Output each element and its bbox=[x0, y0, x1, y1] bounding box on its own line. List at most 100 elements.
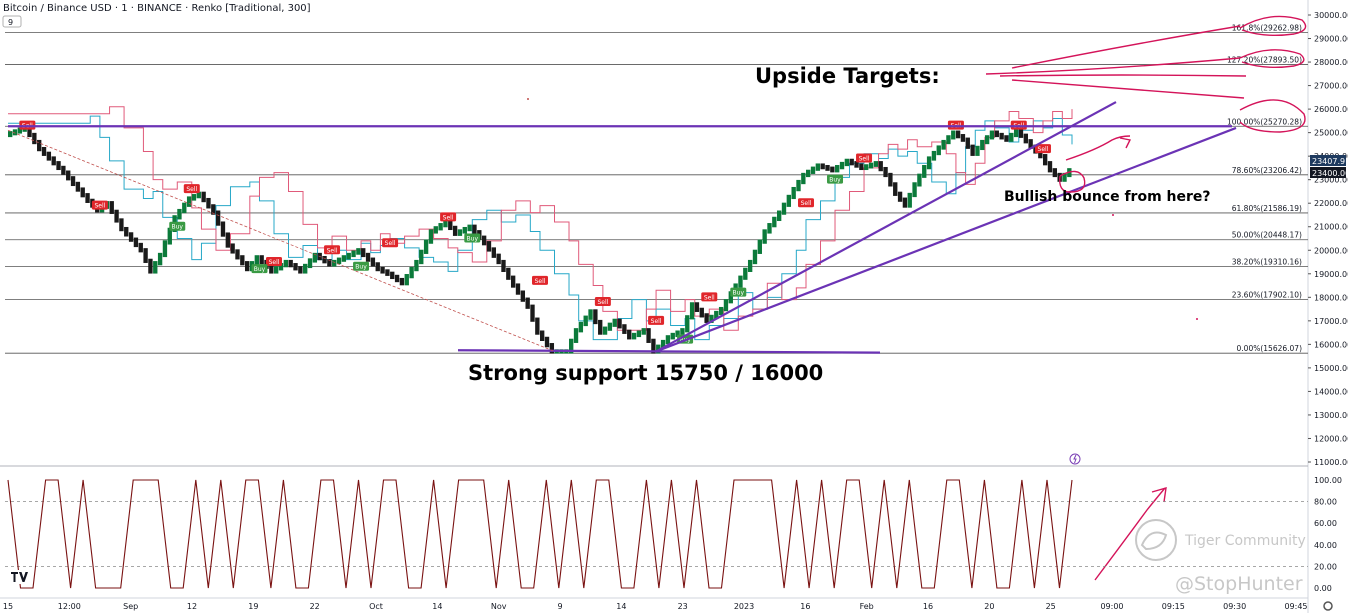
indicator-count: 9 bbox=[8, 18, 13, 27]
up-brick bbox=[414, 259, 419, 272]
up-brick bbox=[665, 335, 671, 345]
up-brick bbox=[607, 322, 613, 331]
oscillator-tick-label: 40.00 bbox=[1314, 541, 1337, 550]
up-brick bbox=[781, 202, 787, 215]
up-brick bbox=[714, 310, 719, 320]
down-brick bbox=[646, 328, 651, 343]
price-tick-label: 15000.00 bbox=[1314, 364, 1348, 373]
sell-signal-label: Sell bbox=[385, 240, 396, 247]
target-arrow-2 bbox=[985, 57, 1241, 75]
down-brick bbox=[225, 232, 230, 248]
time-tick-label: 16 bbox=[800, 602, 810, 611]
up-brick bbox=[1013, 128, 1019, 138]
up-brick bbox=[12, 129, 18, 136]
oscillator-arrow bbox=[1094, 487, 1167, 581]
up-brick bbox=[791, 186, 796, 200]
buy-signal bbox=[464, 233, 481, 243]
up-brick bbox=[438, 223, 443, 231]
up-brick bbox=[428, 229, 434, 244]
down-brick bbox=[593, 309, 598, 325]
watermark-community: Tiger Community bbox=[1184, 533, 1306, 549]
up-brick bbox=[689, 302, 695, 320]
price-tick-label: 11000.00 bbox=[1314, 458, 1348, 467]
sell-signal bbox=[1034, 144, 1051, 154]
time-tick-label: Sep bbox=[123, 602, 138, 611]
price-grid bbox=[0, 0, 1309, 613]
up-brick bbox=[641, 328, 646, 335]
down-brick bbox=[244, 261, 250, 272]
alert-icon[interactable] bbox=[1069, 453, 1081, 465]
up-brick bbox=[583, 315, 588, 327]
up-brick bbox=[433, 226, 438, 234]
time-axis[interactable]: 15 12:00 Sep 12 19 22 Oct 14 Nov 9 14 23 2023 16 Feb 16… bbox=[3, 602, 1308, 611]
up-brick bbox=[980, 139, 985, 151]
fib-label: 50.00%(20448.17) bbox=[1232, 231, 1302, 240]
fib-label: 161.8%(29262.98) bbox=[1232, 23, 1302, 32]
gear-icon[interactable] bbox=[1323, 601, 1333, 611]
stray-dot bbox=[1112, 214, 1114, 216]
down-brick bbox=[230, 243, 235, 254]
indicators-toggle[interactable] bbox=[2, 15, 22, 28]
time-tick-label: 2023 bbox=[734, 602, 754, 611]
up-brick bbox=[346, 252, 351, 260]
time-tick-label: 9 bbox=[557, 602, 562, 611]
up-brick bbox=[336, 257, 342, 265]
down-brick bbox=[327, 259, 332, 267]
down-brick bbox=[56, 161, 61, 171]
down-brick bbox=[109, 201, 114, 214]
up-brick bbox=[767, 223, 772, 234]
time-tick-label: 20 bbox=[984, 602, 994, 611]
up-brick bbox=[675, 330, 680, 338]
down-brick bbox=[128, 232, 134, 242]
down-brick bbox=[32, 132, 37, 145]
down-brick bbox=[510, 275, 516, 288]
down-brick bbox=[27, 125, 32, 138]
price-tick-label: 20000.00 bbox=[1314, 246, 1348, 255]
down-brick bbox=[1018, 128, 1024, 138]
up-brick bbox=[419, 249, 424, 265]
down-brick bbox=[965, 137, 970, 149]
up-brick bbox=[864, 164, 869, 171]
support-line-pink bbox=[8, 106, 1073, 331]
buy-signal bbox=[353, 261, 370, 271]
up-brick bbox=[1009, 132, 1014, 142]
sell-signal-label: Sell bbox=[1038, 146, 1049, 153]
up-brick bbox=[177, 208, 182, 220]
time-tick-label: 09:00 bbox=[1100, 602, 1123, 611]
buy-signal bbox=[827, 174, 844, 184]
last-price: 23407.91 bbox=[1312, 157, 1348, 166]
time-tick-label: 12:00 bbox=[58, 602, 81, 611]
down-brick bbox=[481, 235, 487, 246]
trendlines bbox=[7, 101, 1237, 354]
tradingview-logo[interactable] bbox=[10, 570, 30, 584]
up-brick bbox=[723, 299, 729, 312]
down-brick bbox=[496, 253, 501, 265]
down-brick bbox=[37, 139, 42, 152]
up-brick bbox=[569, 338, 574, 354]
time-tick-label: Oct bbox=[369, 602, 383, 611]
down-brick bbox=[622, 324, 627, 334]
price-tick-label: 30000.00 bbox=[1314, 11, 1348, 20]
down-brick bbox=[385, 269, 390, 276]
sell-signal-label: Sell bbox=[651, 318, 662, 325]
up-brick bbox=[936, 145, 941, 156]
level-price: 23400.00 bbox=[1312, 169, 1348, 178]
down-brick bbox=[211, 204, 216, 215]
up-brick bbox=[776, 210, 782, 222]
up-brick bbox=[423, 239, 429, 254]
upside-targets-label: Upside Targets: bbox=[755, 64, 940, 88]
buy-signal bbox=[251, 264, 268, 274]
down-brick bbox=[825, 165, 830, 171]
up-brick bbox=[8, 131, 13, 138]
fib-label: 61.80%(21586.19) bbox=[1232, 204, 1302, 213]
price-tick-label: 14000.00 bbox=[1314, 387, 1348, 396]
down-brick bbox=[61, 165, 66, 175]
down-brick bbox=[897, 191, 903, 202]
up-brick bbox=[467, 224, 472, 232]
sell-signal bbox=[183, 184, 200, 194]
up-brick bbox=[196, 191, 201, 199]
fib-label: 38.20%(19310.16) bbox=[1232, 257, 1302, 266]
down-brick bbox=[544, 336, 550, 348]
